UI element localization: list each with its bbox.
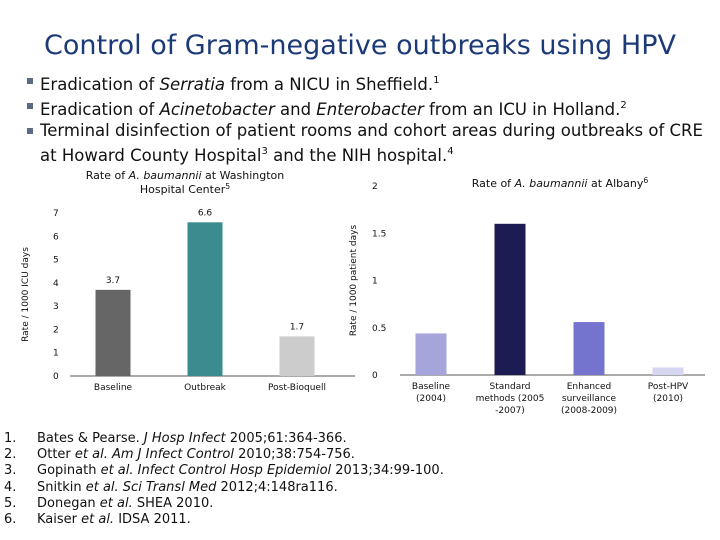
y-tick-label: 0 (372, 371, 378, 381)
reference-list: 1. Bates & Pearse. J Hosp Infect 2005;61:… (4, 431, 704, 528)
chart-title: Hospital Center5 (140, 182, 230, 197)
reference-item: 6. Kaiser et al. IDSA 2011. (4, 512, 191, 528)
category-label: Standard (490, 382, 531, 392)
y-tick-label: 1 (372, 277, 378, 287)
category-label: Outbreak (184, 383, 227, 393)
bar (95, 289, 131, 376)
data-label: 1.7 (290, 322, 304, 332)
reference-item: 1. Bates & Pearse. J Hosp Infect 2005;61:… (4, 431, 347, 446)
y-tick-label: 0 (53, 372, 59, 382)
category-label: Post-Bioquell (268, 383, 326, 393)
y-tick-label: 0.5 (372, 324, 386, 334)
reference-item: 5. Donegan et al. SHEA 2010. (4, 495, 214, 511)
chart-title: Rate of A. baumannii at Albany6 (472, 176, 649, 191)
y-tick-label: 6 (53, 232, 59, 242)
data-label: 6.6 (198, 208, 213, 218)
bar (494, 223, 526, 375)
y-tick-label: 4 (53, 279, 59, 289)
reference-item: 2. Otter et al. Am J Infect Control 2010;… (4, 447, 355, 463)
y-tick-label: 3 (53, 302, 59, 312)
bar (652, 367, 684, 375)
category-label: Enhanced (567, 382, 612, 392)
bar (415, 333, 447, 375)
category-label: methods (2005 (476, 394, 545, 404)
category-label: (2008-2009) (561, 406, 617, 416)
bar (187, 222, 223, 376)
chart-title: Rate of A. baumannii at Washington (86, 169, 284, 182)
slide-title: Control of Gram-negative outbreaks using… (44, 30, 676, 61)
bar (573, 322, 605, 375)
bullet-list: Eradication of Serratia from a NICU in S… (27, 70, 717, 166)
y-axis-label: Rate / 1000 patient days (349, 225, 359, 337)
y-tick-label: 1.5 (372, 229, 386, 239)
y-tick-label: 1 (53, 349, 59, 359)
category-label: -2007) (495, 406, 525, 416)
category-label: (2004) (416, 394, 446, 404)
reference-item: 3. Gopinath et al. Infect Control Hosp Ep… (4, 463, 444, 479)
chart-washington: Rate of A. baumannii at WashingtonHospit… (21, 169, 355, 393)
y-axis-label: Rate / 1000 ICU days (21, 247, 31, 342)
bullet-item: Terminal disinfection of patient rooms a… (27, 120, 717, 166)
y-tick-label: 2 (372, 182, 378, 192)
y-tick-label: 7 (53, 209, 59, 219)
reference-item: 4. Snitkin et al. Sci Transl Med 2012;4:1… (4, 479, 338, 495)
bullet-item: Eradication of Serratia from a NICU in S… (27, 70, 717, 95)
category-label: surveillance (562, 394, 617, 404)
chart-albany: Rate of A. baumannii at Albany6 Rate / 10… (349, 176, 705, 416)
category-label: Post-HPV (648, 382, 689, 392)
category-label: (2010) (653, 394, 683, 404)
data-label: 3.7 (106, 276, 120, 286)
bullet-item: Eradication of Acinetobacter and Enterob… (27, 95, 717, 120)
bar (279, 336, 315, 376)
y-tick-label: 5 (53, 256, 59, 266)
category-label: Baseline (94, 383, 133, 393)
category-label: Baseline (412, 382, 451, 392)
y-tick-label: 2 (53, 325, 59, 335)
